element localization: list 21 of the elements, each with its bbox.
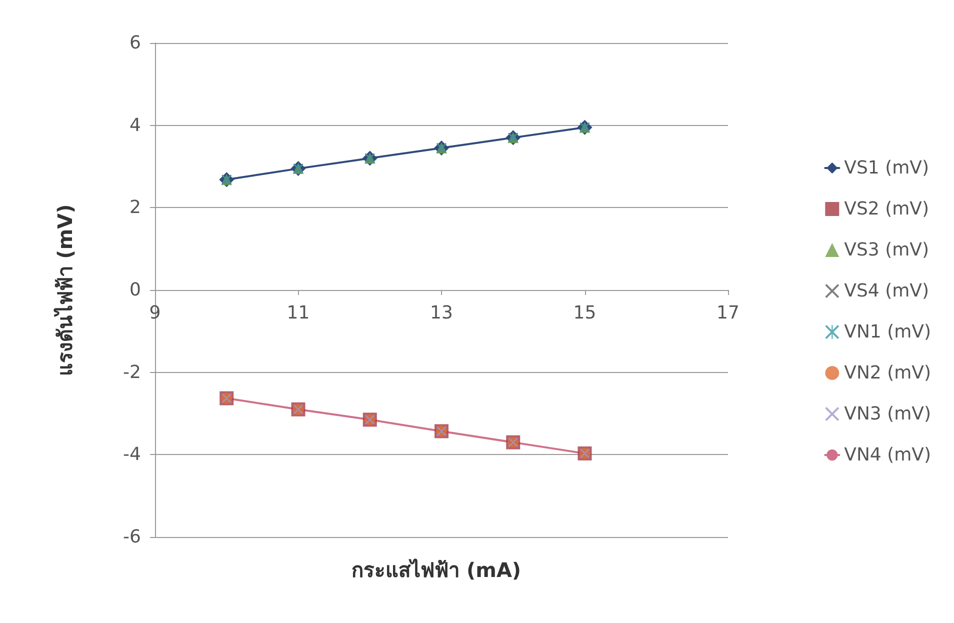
legend-label: VN4 (mV) (844, 444, 932, 466)
legend-label: VN3 (mV) (844, 404, 932, 424)
y-tick-label: 0 (130, 280, 141, 300)
y-tick-label: 6 (130, 32, 141, 54)
x-axis-title: กระแสไฟฟ้า (mA) (352, 558, 522, 582)
legend-label: VS3 (mV) (844, 240, 929, 260)
x-tick-label: 17 (716, 302, 740, 324)
legend-label: VS2 (mV) (844, 198, 929, 220)
legend-label: VS1 (mV) (844, 158, 929, 178)
x-tick-label: 15 (573, 302, 596, 324)
legend-label: VN1 (mV) (844, 322, 932, 342)
y-tick-label: 4 (130, 114, 141, 136)
y-tick-label: 2 (130, 197, 141, 218)
y-axis-title: แรงดันไฟฟ้า (mV) (53, 204, 77, 376)
x-tick-label: 11 (286, 302, 310, 324)
y-tick-label: -2 (123, 362, 141, 383)
legend-label: VS4 (mV) (844, 280, 929, 302)
y-tick-label: -4 (123, 444, 141, 466)
x-tick-label: 13 (430, 302, 453, 324)
legend-label: VN2 (mV) (844, 362, 932, 384)
y-tick-label: -6 (123, 526, 141, 548)
